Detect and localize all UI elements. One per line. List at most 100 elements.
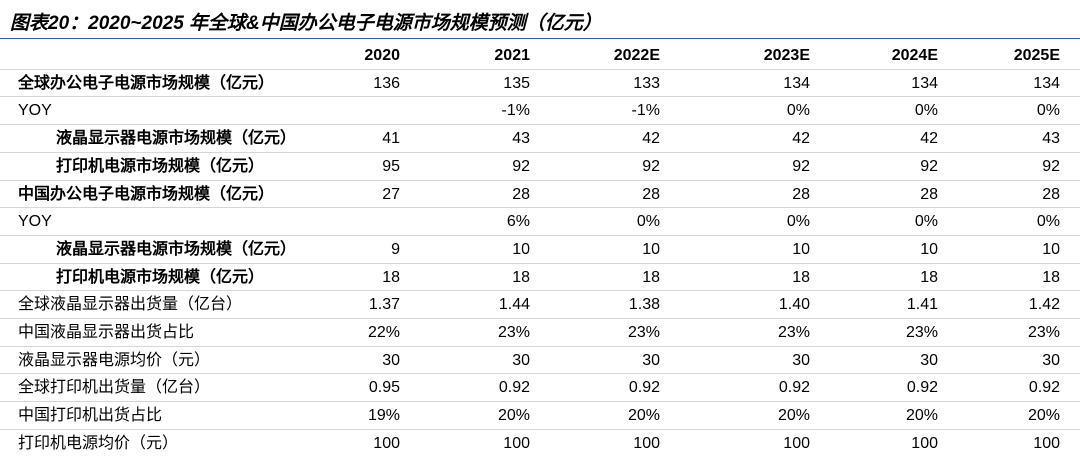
table-cell: 0.92 bbox=[1028, 379, 1060, 397]
table-cell: 92 bbox=[512, 157, 530, 175]
table-cell: 28 bbox=[642, 185, 660, 203]
row-label: 中国打印机出货占比 bbox=[18, 407, 163, 425]
table-cell: 23% bbox=[627, 324, 660, 341]
table-cell: 43 bbox=[512, 130, 530, 148]
row-separator bbox=[0, 290, 1080, 292]
table-cell: 100 bbox=[633, 434, 660, 452]
table-cell: 28 bbox=[512, 185, 530, 203]
table-cell: 30 bbox=[920, 351, 938, 369]
row-label: 液晶显示器电源市场规模（亿元） bbox=[56, 130, 297, 148]
table-cell: 1.42 bbox=[1028, 296, 1060, 314]
table-cell: 18 bbox=[642, 268, 660, 286]
column-header: 2020 bbox=[364, 47, 400, 64]
table-cell: 18 bbox=[512, 268, 530, 286]
table-cell: 20% bbox=[1027, 407, 1060, 425]
row-label: 中国办公电子电源市场规模（亿元） bbox=[18, 185, 275, 203]
table-cell: 23% bbox=[1027, 324, 1060, 341]
row-separator bbox=[0, 428, 1080, 430]
column-header: 2023E bbox=[763, 47, 810, 64]
table-cell: 0.95 bbox=[368, 379, 400, 397]
table-cell: 23% bbox=[777, 324, 810, 341]
table-cell: 42 bbox=[920, 130, 938, 148]
table-cell: 1.37 bbox=[368, 296, 400, 314]
column-header: 2021 bbox=[494, 47, 530, 64]
row-separator bbox=[0, 68, 1080, 70]
table-cell: 1.41 bbox=[906, 296, 938, 314]
table-cell: -1% bbox=[631, 102, 660, 120]
row-label: 液晶显示器电源均价（元） bbox=[18, 351, 211, 369]
table-cell: 100 bbox=[911, 434, 938, 452]
table-cell: 27 bbox=[382, 185, 400, 203]
title-rule bbox=[0, 38, 1080, 39]
table-cell: 92 bbox=[920, 157, 938, 175]
table-cell: 10 bbox=[792, 240, 810, 258]
row-label: 全球办公电子电源市场规模（亿元） bbox=[18, 74, 275, 92]
table-cell: 10 bbox=[512, 240, 530, 258]
row-label: 中国液晶显示器出货占比 bbox=[18, 324, 195, 341]
row-separator bbox=[0, 373, 1080, 375]
table-cell: 42 bbox=[642, 130, 660, 148]
table-cell: 134 bbox=[911, 74, 938, 92]
row-separator bbox=[0, 124, 1080, 126]
row-label: 全球液晶显示器出货量（亿台） bbox=[18, 296, 243, 314]
column-header: 2024E bbox=[891, 47, 938, 64]
table-cell: 135 bbox=[503, 74, 530, 92]
table-cell: 30 bbox=[792, 351, 810, 369]
table-cell: 1.38 bbox=[628, 296, 660, 314]
table-cell: 0.92 bbox=[628, 379, 660, 397]
row-separator bbox=[0, 96, 1080, 98]
table-cell: -1% bbox=[501, 102, 530, 120]
table-cell: 136 bbox=[373, 74, 400, 92]
table-cell: 42 bbox=[792, 130, 810, 148]
table-cell: 18 bbox=[382, 268, 400, 286]
table-cell: 1.44 bbox=[498, 296, 530, 314]
table-cell: 20% bbox=[905, 407, 938, 425]
row-label: YOY bbox=[18, 102, 52, 120]
row-label: 全球打印机出货量（亿台） bbox=[18, 379, 211, 397]
row-separator bbox=[0, 179, 1080, 181]
table-cell: 92 bbox=[1042, 157, 1060, 175]
table-cell: 20% bbox=[627, 407, 660, 425]
table-cell: 1.40 bbox=[778, 296, 810, 314]
row-label: 打印机电源均价（元） bbox=[18, 434, 179, 452]
table-cell: 133 bbox=[633, 74, 660, 92]
table-cell: 92 bbox=[642, 157, 660, 175]
row-separator bbox=[0, 318, 1080, 319]
table-cell: 0% bbox=[914, 102, 938, 120]
row-separator bbox=[0, 151, 1080, 153]
table-cell: 0.92 bbox=[906, 379, 938, 397]
table-cell: 6% bbox=[506, 213, 530, 231]
table-cell: 30 bbox=[512, 351, 530, 369]
title: 图表20：2020~2025 年全球&中国办公电子电源市场规模预测（亿元） bbox=[10, 13, 602, 34]
table-cell: 22% bbox=[367, 324, 400, 341]
table-cell: 100 bbox=[783, 434, 810, 452]
table-cell: 30 bbox=[642, 351, 660, 369]
table-cell: 23% bbox=[905, 324, 938, 341]
table-cell: 0.92 bbox=[778, 379, 810, 397]
row-label: 液晶显示器电源市场规模（亿元） bbox=[56, 240, 297, 258]
table-cell: 28 bbox=[1042, 185, 1060, 203]
table-cell: 100 bbox=[503, 434, 530, 452]
table-cell: 28 bbox=[792, 185, 810, 203]
table-cell: 0% bbox=[786, 213, 810, 231]
table-cell: 30 bbox=[382, 351, 400, 369]
table-cell: 43 bbox=[1042, 130, 1060, 148]
table-cell: 41 bbox=[382, 130, 400, 148]
table-cell: 0% bbox=[914, 213, 938, 231]
table-cell: 0% bbox=[1036, 102, 1060, 120]
table-cell: 134 bbox=[1033, 74, 1060, 92]
table-cell: 0% bbox=[786, 102, 810, 120]
column-header: 2025E bbox=[1013, 47, 1060, 64]
row-separator bbox=[0, 345, 1080, 347]
table-cell: 10 bbox=[1042, 240, 1060, 258]
row-label: 打印机电源市场规模（亿元） bbox=[56, 268, 265, 286]
table-cell: 20% bbox=[497, 407, 530, 425]
table-cell: 134 bbox=[783, 74, 810, 92]
table-cell: 30 bbox=[1042, 351, 1060, 369]
row-separator bbox=[0, 234, 1080, 236]
row-separator bbox=[0, 207, 1080, 209]
table-cell: 18 bbox=[920, 268, 938, 286]
table-cell: 18 bbox=[792, 268, 810, 286]
table-cell: 0% bbox=[1036, 213, 1060, 231]
